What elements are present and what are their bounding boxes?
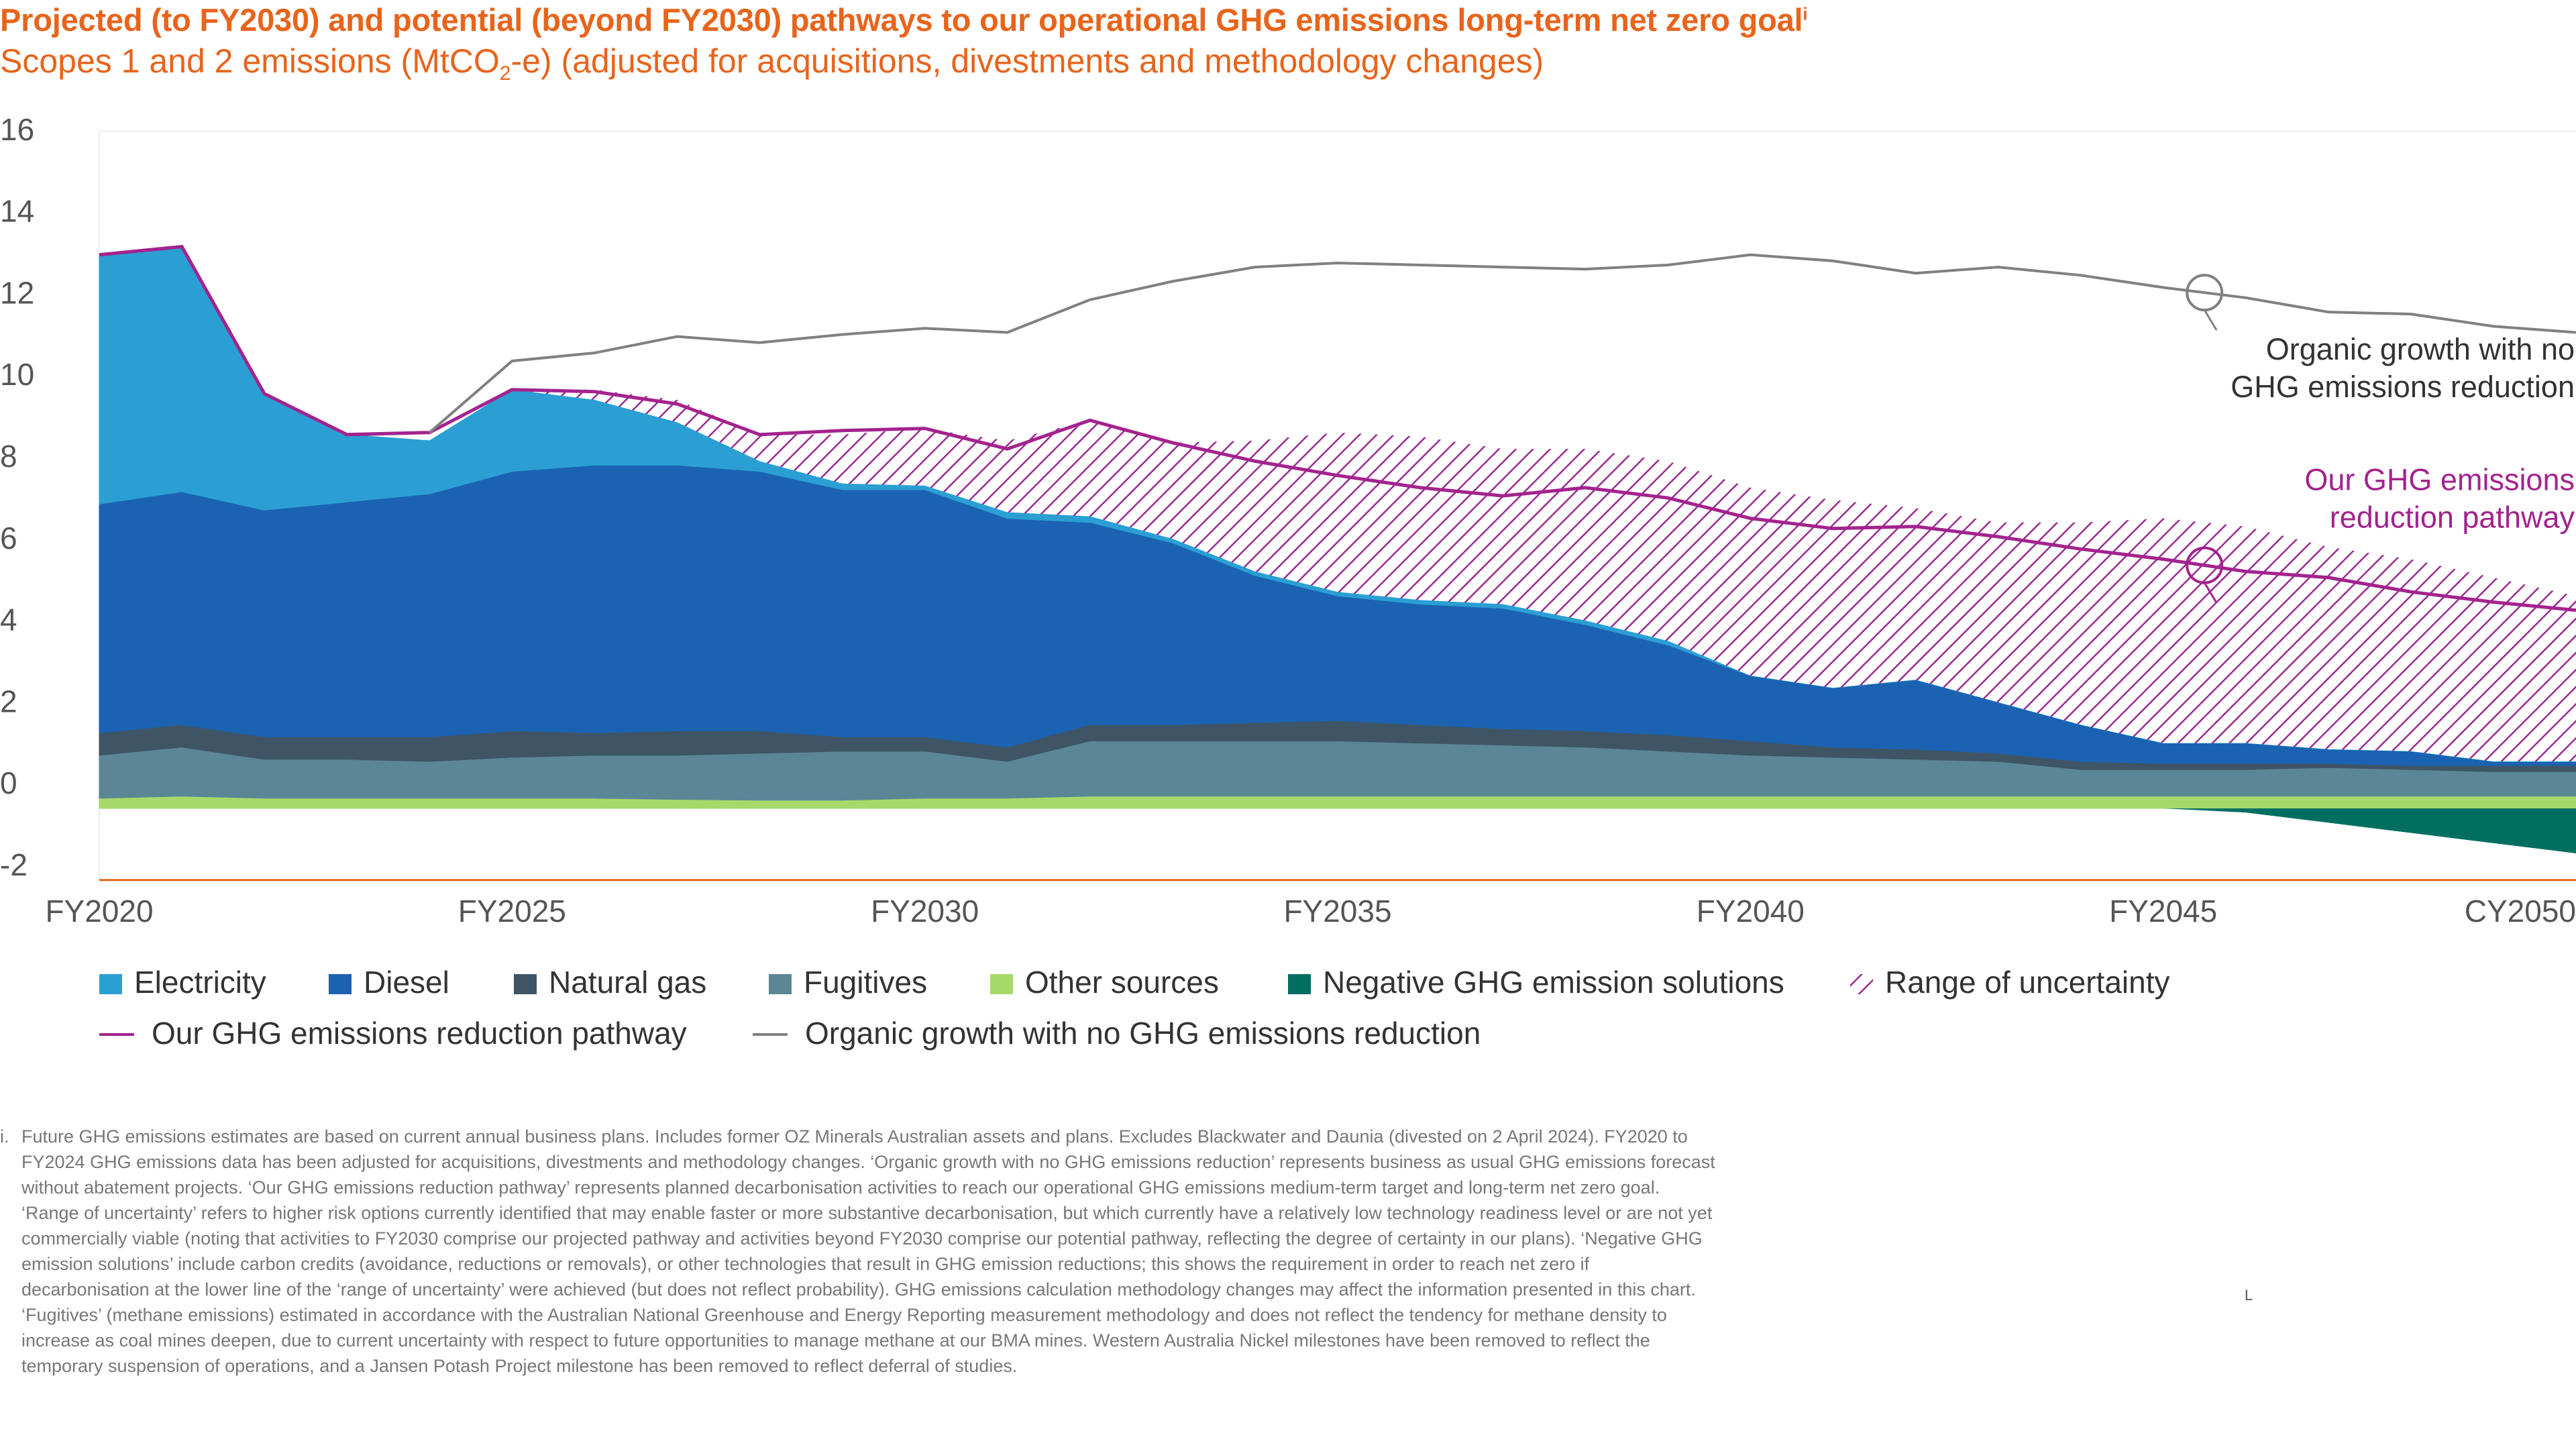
chart-title-text: Projected (to FY2030) and potential (bey… [0, 2, 1803, 38]
x-tick-label: CY2050 [2465, 894, 2576, 929]
legend-label-electricity: Electricity [134, 965, 266, 1000]
annotation-leader-pathway [2203, 582, 2218, 604]
legend-swatch-diesel [329, 974, 352, 994]
series-lines [99, 244, 2576, 613]
line-pathway [99, 244, 2576, 613]
annotation-text-pathway: reduction pathway [2330, 500, 2575, 535]
footnote: i. Future GHG emissions estimates are ba… [0, 1124, 1717, 1379]
chart-subtitle: Scopes 1 and 2 emissions (MtCO2-e) (adju… [0, 42, 1544, 85]
legend-swatch-natural_gas [514, 974, 537, 994]
legend-label-uncertainty: Range of uncertainty [1885, 965, 2170, 1000]
chart-title-footnote-marker: i [1803, 3, 1808, 24]
y-tick-label: 16 [0, 112, 34, 147]
corner-mark: L [2245, 1287, 2253, 1304]
chart-title: Projected (to FY2030) and potential (bey… [0, 1, 1808, 38]
subtitle-text-end: -e) (adjusted for acquisitions, divestme… [511, 42, 1544, 80]
legend-swatch-fugitives [769, 974, 792, 994]
x-tick-label: FY2035 [1283, 894, 1391, 929]
legend-label-pathway: Our GHG emissions reduction pathway [152, 1016, 687, 1051]
y-tick-label: 0 [0, 765, 17, 800]
y-tick-label: 2 [0, 684, 17, 719]
legend-label-negative: Negative GHG emission solutions [1323, 965, 1784, 1000]
legend-swatch-negative [1288, 974, 1311, 994]
subtitle-subscript: 2 [499, 62, 511, 85]
y-tick-label: 14 [0, 194, 34, 229]
legend: Electricity Diesel Natural gas Fugitives Oth… [99, 965, 2170, 1051]
y-tick-label: 6 [0, 521, 17, 555]
legend-label-natural_gas: Natural gas [549, 965, 706, 1000]
y-tick-label: 12 [0, 275, 34, 310]
x-tick-label: FY2030 [871, 894, 979, 929]
area-negative [99, 808, 2576, 853]
line-organic [428, 253, 2576, 434]
stacked-areas [99, 246, 2576, 853]
legend-swatch-uncertainty [1850, 974, 1873, 994]
annotation-text-organic: Organic growth with no [2266, 332, 2575, 366]
legend-label-fugitives: Fugitives [804, 965, 927, 1000]
footnote-marker: i. [0, 1126, 9, 1147]
x-axis: FY2020 FY2025 FY2030 FY2035 FY2040 FY2045 CY20… [45, 879, 2576, 929]
footnote-text: Future GHG emissions estimates are based… [21, 1126, 1715, 1376]
x-tick-label: FY2020 [45, 894, 153, 929]
y-tick-label: -2 [0, 847, 28, 882]
y-tick-label: 10 [0, 357, 34, 392]
legend-label-diesel: Diesel [364, 965, 449, 1000]
annotation-leader-organic [2203, 309, 2218, 331]
line-annotations: Organic growth with no GHG emissions redu… [2186, 274, 2575, 604]
y-axis: -2 0 2 4 6 8 10 12 14 16 [0, 112, 34, 882]
y-tick-label: 8 [0, 439, 17, 474]
annotation-text-organic: GHG emissions reduction [2231, 370, 2575, 404]
legend-swatch-other_sources [990, 974, 1013, 994]
legend-swatch-electricity [99, 974, 122, 994]
legend-label-other_sources: Other sources [1025, 965, 1219, 1000]
x-tick-label: FY2045 [2109, 894, 2217, 929]
x-tick-label: FY2025 [458, 894, 566, 929]
subtitle-text-start: Scopes 1 and 2 emissions (MtCO [0, 42, 500, 80]
emissions-chart: -2 0 2 4 6 8 10 12 14 16 FY2020 FY2025 FY2030 FY2035… [0, 112, 2576, 1051]
area-uncertainty [99, 246, 2576, 762]
annotation-text-pathway: Our GHG emissions [2304, 463, 2575, 497]
legend-label-organic: Organic growth with no GHG emissions red… [805, 1016, 1481, 1051]
y-tick-label: 4 [0, 602, 17, 637]
x-tick-label: FY2040 [1697, 894, 1805, 929]
